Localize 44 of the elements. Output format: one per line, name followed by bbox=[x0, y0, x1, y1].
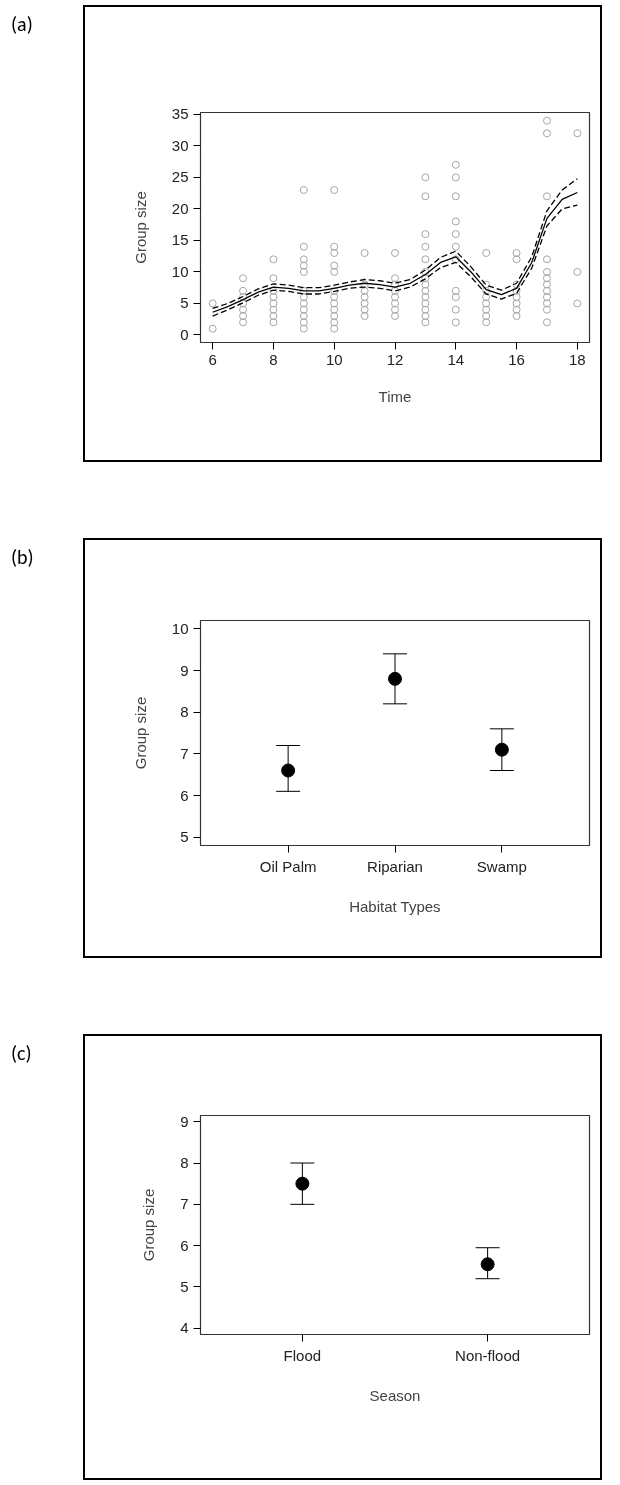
y-tick-label: 8 bbox=[180, 703, 189, 721]
x-tick-label: Swamp bbox=[476, 857, 527, 875]
x-tick-label: 6 bbox=[208, 350, 217, 368]
text: (a) bbox=[11, 11, 33, 38]
x-tick-label: 14 bbox=[447, 350, 465, 368]
y-tick-label: 6 bbox=[180, 786, 189, 804]
y-tick-label: 6 bbox=[180, 1236, 189, 1254]
x-tick-label: Oil Palm bbox=[259, 857, 317, 875]
y-tick-label: 5 bbox=[180, 1277, 189, 1295]
point bbox=[388, 671, 402, 686]
x-axis-title: Time bbox=[378, 387, 412, 405]
x-tick-label: 8 bbox=[269, 350, 278, 368]
y-tick-label: 10 bbox=[171, 619, 189, 637]
y-tick-label: 9 bbox=[180, 1112, 189, 1130]
y-tick-label: 4 bbox=[180, 1319, 189, 1337]
x-tick-label: 12 bbox=[386, 350, 404, 368]
x-tick-label: Riparian bbox=[367, 857, 423, 875]
y-tick-label: 7 bbox=[180, 1195, 189, 1213]
y-tick-label: 5 bbox=[180, 828, 189, 846]
point bbox=[281, 763, 296, 778]
y-tick-label: 25 bbox=[171, 168, 189, 186]
text: (b) bbox=[11, 544, 34, 571]
y-tick-label: 10 bbox=[171, 262, 189, 280]
x-tick-label: Flood bbox=[283, 1346, 322, 1364]
y-tick-label: 8 bbox=[180, 1154, 189, 1172]
y-tick-label: 35 bbox=[171, 105, 189, 123]
y-axis-title: Group size bbox=[131, 191, 149, 264]
x-axis-title: Habitat Types bbox=[349, 897, 441, 915]
y-tick-label: 30 bbox=[171, 136, 189, 154]
y-tick-label: 20 bbox=[171, 199, 189, 217]
y-tick-label: 15 bbox=[171, 231, 189, 249]
x-tick-label: Non-flood bbox=[455, 1346, 521, 1364]
y-tick-label: 5 bbox=[180, 294, 189, 312]
y-axis-title: Group size bbox=[140, 1188, 158, 1262]
x-tick-label: 10 bbox=[325, 350, 343, 368]
point bbox=[494, 742, 509, 757]
text: (c) bbox=[11, 1040, 32, 1067]
y-tick-label: 0 bbox=[180, 325, 189, 343]
y-axis-title: Group size bbox=[131, 696, 149, 770]
y-tick-label: 7 bbox=[180, 744, 189, 762]
x-tick-label: 18 bbox=[569, 350, 586, 368]
y-tick-label: 9 bbox=[180, 661, 189, 679]
x-axis-title: Season bbox=[369, 1386, 421, 1404]
x-tick-label: 16 bbox=[508, 350, 525, 368]
